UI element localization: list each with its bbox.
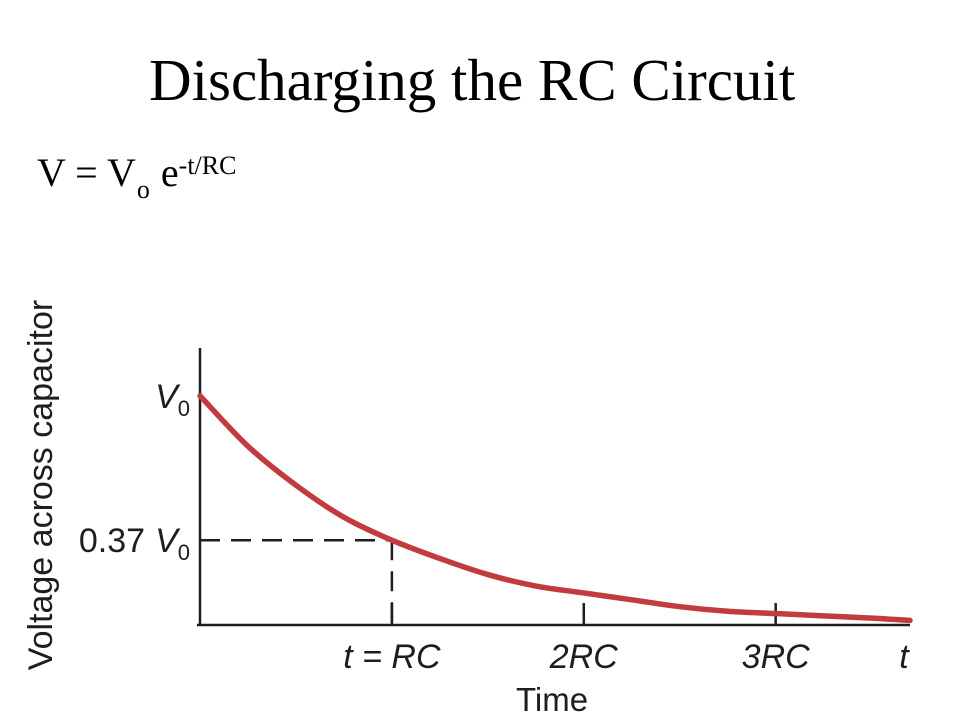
y-tick-subscript: 0 — [178, 396, 190, 421]
series-line — [197, 393, 913, 624]
equation-lhs: V = V — [37, 150, 136, 195]
x-tick-label: t = RC — [343, 638, 441, 676]
y-tick-labels: V00.37 V0 — [79, 378, 190, 565]
series — [197, 393, 913, 624]
equation: V = Vo e-t/RC — [37, 150, 237, 203]
x-tick-label: 3RC — [742, 638, 810, 676]
y-tick-label: 0.37 V0 — [79, 522, 190, 565]
x-axis-end-label: t — [899, 638, 910, 676]
y-tick-symbol: V — [155, 378, 181, 416]
y-tick-coefficient: 0.37 — [79, 522, 145, 560]
y-axis-title: Voltage across capacitor — [22, 300, 60, 670]
equation-subscript: o — [136, 175, 150, 204]
x-tick-label: 2RC — [549, 638, 618, 676]
guide-lines — [200, 538, 394, 625]
y-tick-subscript: 0 — [178, 540, 190, 565]
discharge-chart: t = RC 2RC 3RC V00.37 V0 t Voltage across c… — [22, 300, 913, 718]
x-axis-title: Time — [516, 681, 588, 718]
equation-exponential-base: e — [160, 150, 179, 195]
slide-title: Discharging the RC Circuit — [149, 47, 796, 113]
y-tick-label: V0 — [155, 378, 190, 421]
y-tick-symbol: V — [155, 522, 181, 560]
equation-exponent: -t/RC — [178, 151, 237, 180]
